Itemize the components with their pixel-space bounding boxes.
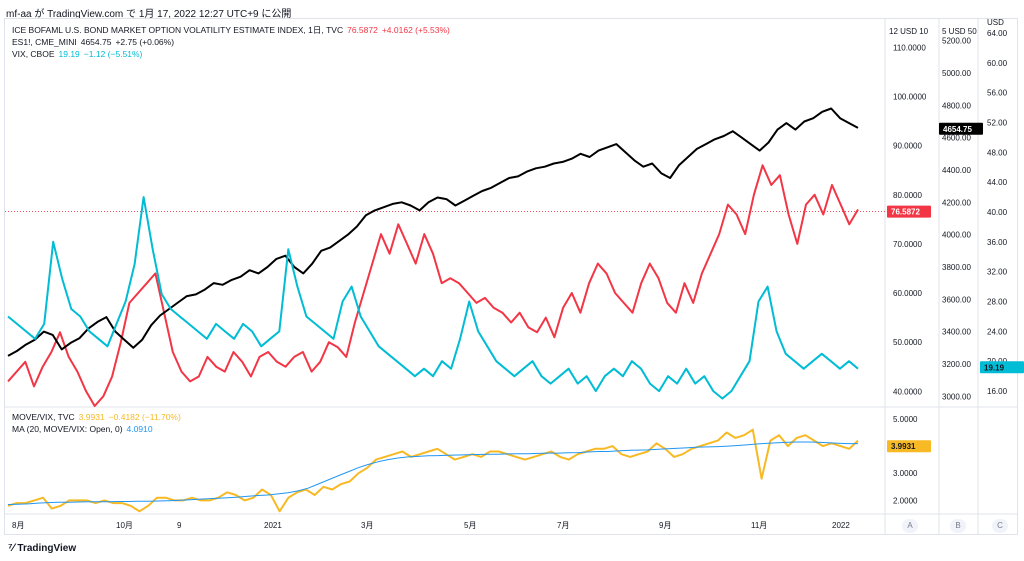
vix-price-badge: 19.19 [984,363,1005,372]
ratio-price-badge: 3.9931 [891,442,916,451]
publish-info: mf-aa が TradingView.com で 1月 17, 2022 12… [6,9,292,20]
vix-axis-tick: 28.00 [987,298,1008,307]
legend-series-change: −1.12 (−5.51%) [83,49,143,59]
es-axis-tick: 5000.00 [942,69,971,78]
es-axis-header: 5 USD 50 [942,27,977,36]
vix-axis-tick: 44.00 [987,178,1008,187]
vix-axis-tick: 40.00 [987,208,1008,217]
vix-axis-tick: 36.00 [987,238,1008,247]
legend-series-name: VIX, CBOE [12,49,55,59]
vix-axis-tick: 64.00 [987,29,1008,38]
vix-axis-tick: 52.00 [987,118,1008,127]
axis-button-a[interactable]: A [902,519,918,533]
series-line-ratio [7,441,858,505]
vix-price-badge-bg [980,361,1024,374]
move-axis-tick: 50.0000 [893,338,922,347]
move-axis-header: 12 USD 10 [889,27,929,36]
legend-top-row[interactable]: VIX, CBOE 19.19 −1.12 (−5.51%) [12,48,454,60]
legend-series-change: −0.4182 (−11.70%) [108,412,181,422]
es-axis-tick: 3200.00 [942,360,971,369]
legend-series-change: +2.75 (+0.06%) [115,37,175,47]
footer-logo[interactable]: ⁷⁄ TradingView [8,542,76,554]
series-line-move [7,164,859,407]
move-price-badge: 76.5872 [891,208,920,217]
axis-button-c[interactable]: C [992,519,1008,533]
legend-series-name: ICE BOFAML U.S. BOND MARKET OPTION VOLAT… [12,25,344,35]
move-axis-tick: 70.0000 [893,240,922,249]
legend-bottom-row[interactable]: MA (20, MOVE/VIX: Open, 0) 4.0910 [12,423,185,435]
axis-button-b[interactable]: B [950,519,966,533]
time-axis-tick: 2022 [832,521,850,530]
move-axis-tick: 110.0000 [893,43,926,52]
series-line-vix [7,196,859,400]
legend-series-name: ES1!, CME_MINI [12,37,77,47]
time-axis-tick: 11月 [751,521,767,530]
legend-series-change: +4.0162 (+5.53%) [381,25,450,35]
vix-axis-tick: 48.00 [987,148,1008,157]
vix-axis-tick: 24.00 [987,327,1008,336]
vix-axis-header: USD [987,18,1004,27]
series-line-es [7,107,859,357]
ratio-axis-tick: 3.0000 [893,469,918,478]
es-axis-tick: 3000.00 [942,392,971,401]
vix-axis-tick: 32.00 [987,268,1008,277]
es-axis-tick: 4800.00 [942,101,971,110]
es-axis-tick: 3800.00 [942,263,971,272]
es-axis-tick: 3400.00 [942,328,971,337]
chart-frame [4,18,1018,535]
legend-series-value: 3.9931 [78,412,105,422]
time-axis-tick: 8月 [12,521,24,530]
series-line-ratio [7,428,859,513]
es-price-badge-bg [939,122,983,135]
vix-axis-tick: 16.00 [987,387,1008,396]
es-axis-tick: 4400.00 [942,166,971,175]
tradingview-logo-icon: ⁷⁄ [8,542,15,554]
es-axis-tick: 3600.00 [942,295,971,304]
es-price-badge: 4654.75 [943,125,972,134]
legend-top-row[interactable]: ICE BOFAML U.S. BOND MARKET OPTION VOLAT… [12,24,454,36]
move-axis-tick: 40.0000 [893,387,922,396]
legend-bottom: MOVE/VIX, TVC 3.9931 −0.4182 (−11.70%) MA (… [12,411,185,435]
vix-axis-tick: 56.00 [987,89,1008,98]
legend-series-name: MA (20, MOVE/VIX: Open, 0) [12,424,123,434]
es-axis-tick: 5200.00 [942,37,971,46]
move-price-badge-bg [887,205,931,218]
time-axis-tick: 2021 [264,521,282,530]
legend-series-value: 19.19 [58,49,80,59]
ratio-axis-tick: 2.0000 [893,496,918,505]
vix-axis-tick: 60.00 [987,59,1008,68]
time-axis-tick: 10月 [116,521,133,530]
legend-bottom-row[interactable]: MOVE/VIX, TVC 3.9931 −0.4182 (−11.70%) [12,411,185,423]
es-axis-tick: 4000.00 [942,231,971,240]
legend-top: ICE BOFAML U.S. BOND MARKET OPTION VOLAT… [12,24,454,60]
time-axis-tick: 9月 [659,521,671,530]
ratio-price-badge-bg [887,440,931,453]
move-axis-tick: 60.0000 [893,289,922,298]
time-axis-tick: 7月 [557,521,569,530]
es-axis-tick: 4600.00 [942,134,971,143]
legend-series-name: MOVE/VIX, TVC [12,412,75,422]
time-axis-tick: 3月 [361,521,373,530]
time-axis-tick: 5月 [464,521,476,530]
es-axis-tick: 4200.00 [942,198,971,207]
move-axis-tick: 80.0000 [893,191,922,200]
footer-text: TradingView [17,542,77,554]
legend-series-value: 76.5872 [347,25,378,35]
legend-series-value: 4654.75 [80,37,112,47]
legend-top-row[interactable]: ES1!, CME_MINI 4654.75 +2.75 (+0.06%) [12,36,454,48]
time-axis-tick: 9 [177,521,182,530]
legend-series-value: 4.0910 [126,424,153,434]
move-axis-tick: 100.0000 [893,93,927,102]
ratio-axis-tick: 5.0000 [893,415,918,424]
move-axis-tick: 90.0000 [893,142,922,151]
